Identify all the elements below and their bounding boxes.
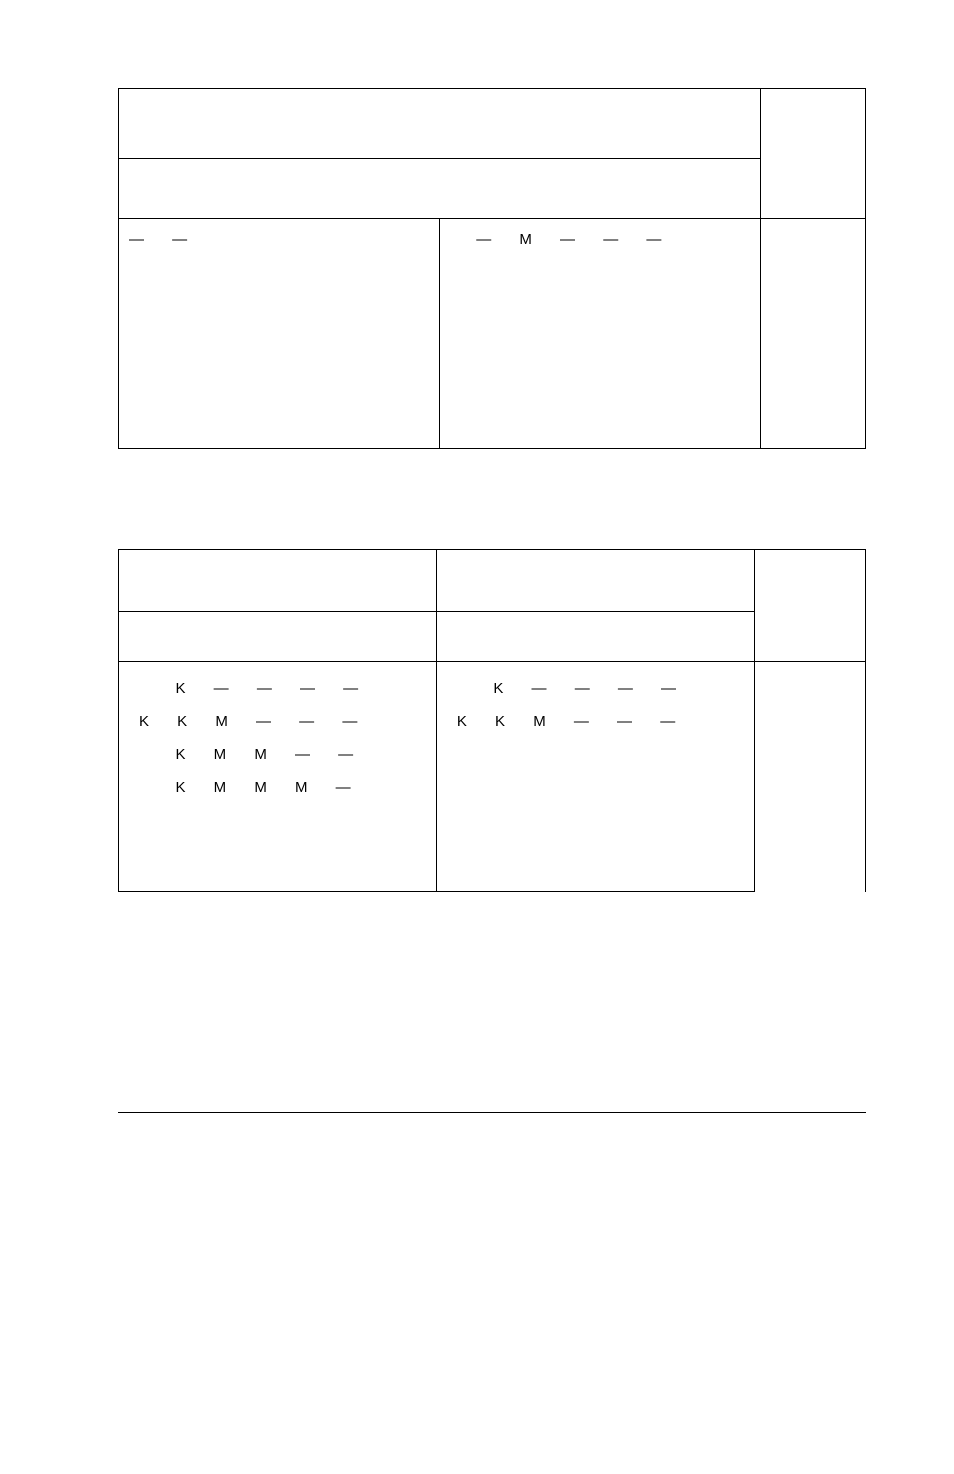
code-row: K K M — — —: [139, 713, 426, 730]
table-2-body-row: K — — — — K K M — — — K M M — — K M M M —…: [119, 662, 866, 892]
table-2-side-header: [754, 550, 865, 662]
table-2-left-cell: K — — — — K K M — — — K M M — — K M M M —: [119, 662, 437, 892]
code-row: K K M — — —: [457, 713, 744, 730]
table-1-header-1: [119, 89, 761, 159]
code-row: K M M M —: [139, 779, 426, 796]
table-gap: [118, 449, 866, 549]
table-1-right-cell: — M — — —: [440, 219, 761, 449]
table-2-header-row-1: [119, 550, 866, 612]
page: — — — M — — — K — — — —K K M — — — K M M: [0, 0, 954, 1474]
table-1-side-header: [761, 89, 866, 219]
code-row: K — — — —: [457, 680, 744, 697]
table-1-body-row: — — — M — — —: [119, 219, 866, 449]
table-2-header-row-2: [119, 612, 866, 662]
table-1-right-codes: — M — — —: [450, 231, 750, 248]
table-2-header-1-right: [436, 550, 754, 612]
table-1: — — — M — — —: [118, 88, 866, 449]
table-1-side-cell: [761, 219, 866, 449]
table-2-right-cell: K — — — — K K M — — —: [436, 662, 754, 892]
table-1-left-cell: — —: [119, 219, 440, 449]
table-1-header-row-2: [119, 159, 866, 219]
code-row: K — — — —: [139, 680, 426, 697]
table-2-header-2-left: [119, 612, 437, 662]
table-2-side-cell: [754, 662, 865, 892]
table-2-header-1-left: [119, 550, 437, 612]
table-1-left-codes: — —: [129, 231, 429, 248]
table-2: K — — — — K K M — — — K M M — — K M M M —…: [118, 549, 866, 892]
table-1-header-row-1: [119, 89, 866, 159]
code-row: K M M — —: [139, 746, 426, 763]
footer-rule: [118, 1112, 866, 1113]
table-1-header-2: [119, 159, 761, 219]
table-2-header-2-right: [436, 612, 754, 662]
